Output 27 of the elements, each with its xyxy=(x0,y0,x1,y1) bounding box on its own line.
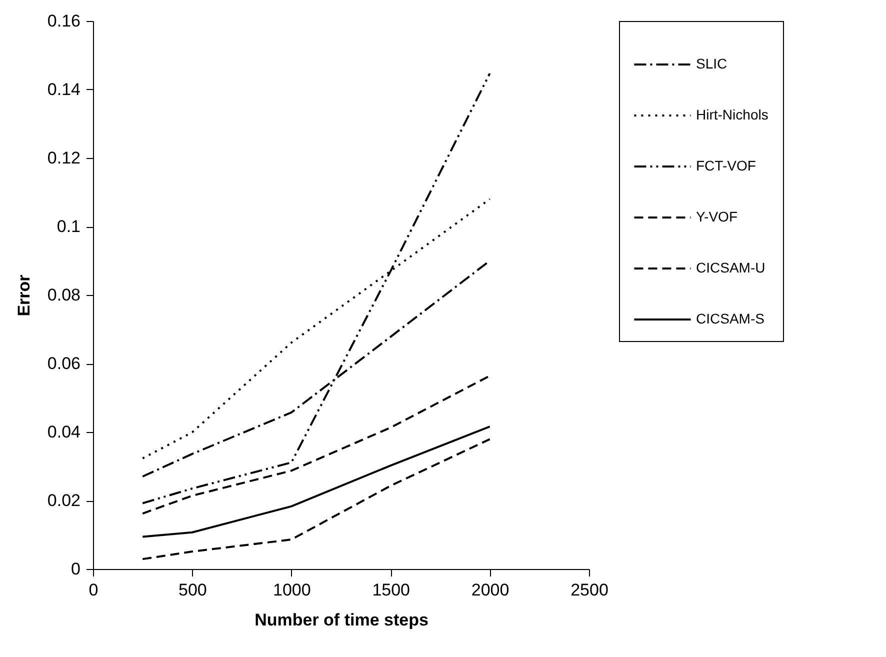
x-tick-label: 1500 xyxy=(372,580,410,600)
y-axis-title: Error xyxy=(14,274,34,316)
y-tick-label: 0.1 xyxy=(56,217,80,236)
legend-label: FCT-VOF xyxy=(696,158,756,174)
x-tick-label: 2000 xyxy=(471,580,510,600)
line-series xyxy=(142,374,491,515)
x-tick-label: 0 xyxy=(88,580,98,600)
y-tick-label: 0.16 xyxy=(47,12,80,30)
x-tick-label: 2500 xyxy=(570,580,608,600)
line-series xyxy=(142,72,491,504)
legend-label: Y-VOF xyxy=(696,208,738,224)
x-tick-label: 500 xyxy=(178,580,207,600)
line-series xyxy=(142,426,491,538)
y-tick-label: 0.06 xyxy=(47,354,80,373)
legend-label: Hirt-Nichols xyxy=(696,106,768,122)
y-tick-label: 0.04 xyxy=(47,422,80,442)
y-tick-label: 0.12 xyxy=(47,148,80,168)
y-tick-label: 0.14 xyxy=(47,80,80,99)
line-series xyxy=(142,438,491,560)
legend-label: CICSAM-S xyxy=(696,310,764,326)
y-tick-label: 0.08 xyxy=(47,286,80,304)
y-tick-label: 0 xyxy=(71,560,80,578)
x-axis-title: Number of time steps xyxy=(254,610,428,630)
legend-label: SLIC xyxy=(696,56,728,72)
x-tick-label: 1000 xyxy=(272,580,311,600)
y-tick-label: 0.02 xyxy=(47,491,80,510)
legend-label: CICSAM-U xyxy=(696,260,766,276)
